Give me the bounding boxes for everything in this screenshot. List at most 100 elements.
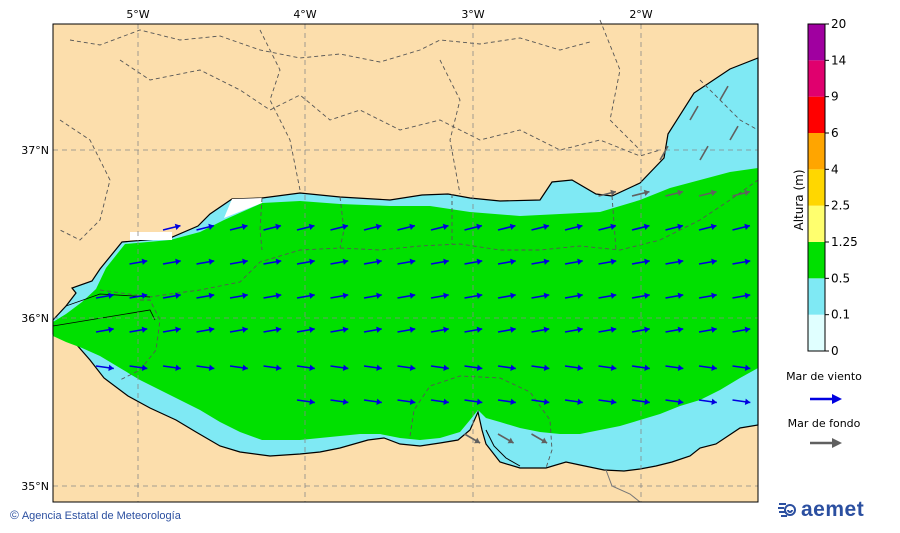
wave-arrow-head [376, 326, 382, 333]
wave-arrow-head [409, 364, 416, 371]
wave-arrow-head [208, 258, 215, 265]
colorbar: 0 0.1 0.5 1.25 2.5 4 6 9 14 20 [808, 17, 858, 358]
wave-arrow-head [141, 258, 148, 265]
wave-arrow-head [409, 398, 416, 405]
wave-arrow-head [677, 292, 684, 299]
wave-arrow-head [677, 398, 684, 405]
wave-arrow-head [543, 258, 550, 265]
wave-arrow-head [342, 398, 349, 405]
colorbar-tick-label: 4 [831, 162, 839, 176]
wave-arrow-head [510, 326, 516, 333]
wave-arrow-head [376, 398, 382, 405]
wave-arrow-head [242, 292, 248, 299]
wave-arrow-head [543, 398, 550, 405]
wave-arrow-head [141, 364, 148, 371]
wave-arrow-head [443, 292, 449, 299]
wave-arrow-head [376, 364, 382, 371]
legend-swell-arrow [810, 438, 842, 448]
aemet-logo[interactable]: aemet [776, 498, 864, 522]
lat-label-37n: 37°N [21, 144, 49, 157]
wave-arrow-head [476, 223, 482, 230]
wave-arrow [729, 125, 739, 141]
wave-arrow-head [744, 364, 751, 371]
wave-arrow-head [543, 326, 550, 333]
wave-arrow-head [543, 223, 549, 230]
wave-arrow-head [577, 364, 583, 371]
land-gap-2 [224, 198, 262, 218]
wave-arrow-head [175, 364, 181, 371]
wave-arrow [689, 105, 699, 121]
wave-arrow-head [509, 223, 516, 230]
wave-arrow-head [507, 437, 514, 444]
wave-arrow [719, 85, 729, 101]
brand-name: aemet [801, 498, 865, 521]
wave-arrow-head [275, 364, 282, 371]
wave-arrow-head [644, 364, 650, 371]
colorbar-band [808, 96, 825, 133]
colorbar-frame [807, 23, 826, 352]
wave-arrow-head [309, 326, 315, 333]
wave-arrow-head [242, 364, 248, 371]
wave-direction-arrows [95, 85, 751, 444]
wave-arrow-head [409, 258, 416, 265]
wave-arrow-head [309, 292, 315, 299]
colorbar-title: Altura (m) [792, 169, 806, 230]
wave-arrow-head [308, 223, 315, 230]
wave-arrow-head [577, 326, 583, 333]
wave-arrow-head [644, 326, 650, 333]
wave-arrow-head [476, 364, 483, 371]
map-frame [52, 23, 759, 503]
wave-arrow-head [309, 364, 315, 371]
colorbar-band [808, 133, 825, 170]
wave-arrow-head [677, 258, 684, 265]
wave-arrow-head [342, 223, 348, 230]
borders [59, 19, 759, 469]
wave-arrow-head [309, 258, 315, 265]
colorbar-tick-label: 0.1 [831, 308, 850, 322]
lon-label-4w: 4°W [293, 8, 316, 21]
wave-arrow-head [710, 189, 717, 196]
wave-arrow-head [409, 326, 416, 333]
wave-arrow-head [174, 223, 181, 230]
wave-arrow-head [342, 292, 349, 299]
lon-label-5w: 5°W [126, 8, 149, 21]
colorbar-tick-label: 6 [831, 126, 839, 140]
wave-arrow-head [610, 292, 617, 299]
sea-mid-zone [53, 168, 758, 440]
aemet-swirl-icon [778, 503, 796, 517]
wave-arrow-head [443, 258, 449, 265]
colorbar-band [808, 242, 825, 279]
legend-wind-arrow [810, 394, 842, 404]
coast-line [485, 429, 521, 467]
colorbar-tick-label: 1.25 [831, 235, 858, 249]
colorbar-band [808, 169, 825, 206]
wave-arrow-head [711, 292, 717, 299]
colorbar-tick-label: 2.5 [831, 199, 850, 213]
wave-arrow-head [443, 326, 449, 333]
wave-arrow-head [208, 364, 215, 371]
wave-arrow-head [543, 292, 550, 299]
wave-arrow-head [208, 292, 215, 299]
wave-arrow-head [242, 326, 248, 333]
wave-arrow-head [744, 292, 751, 299]
wave-arrow-head [108, 364, 114, 371]
wave-arrow-head [643, 189, 650, 196]
wave-arrow-head [476, 398, 483, 405]
wave-arrow-head [644, 258, 650, 265]
wave-arrow-head [744, 258, 751, 265]
wave-arrow-head [677, 223, 683, 230]
wave-arrow-head [443, 398, 449, 405]
wave-arrow-head [442, 223, 449, 230]
lon-label-2w: 2°W [629, 8, 652, 21]
wave-arrow-head [409, 223, 415, 230]
wave-arrow-head [242, 258, 248, 265]
colorbar-tick-label: 14 [831, 53, 846, 67]
copyright-icon: © [10, 508, 19, 522]
river [605, 469, 641, 503]
wave-arrow-head [510, 364, 516, 371]
wave-arrow-head [644, 398, 650, 405]
wave-arrow-head [610, 398, 617, 405]
colorbar-band [808, 278, 825, 315]
wave-arrow-head [342, 364, 349, 371]
wave-arrow-head [510, 292, 516, 299]
